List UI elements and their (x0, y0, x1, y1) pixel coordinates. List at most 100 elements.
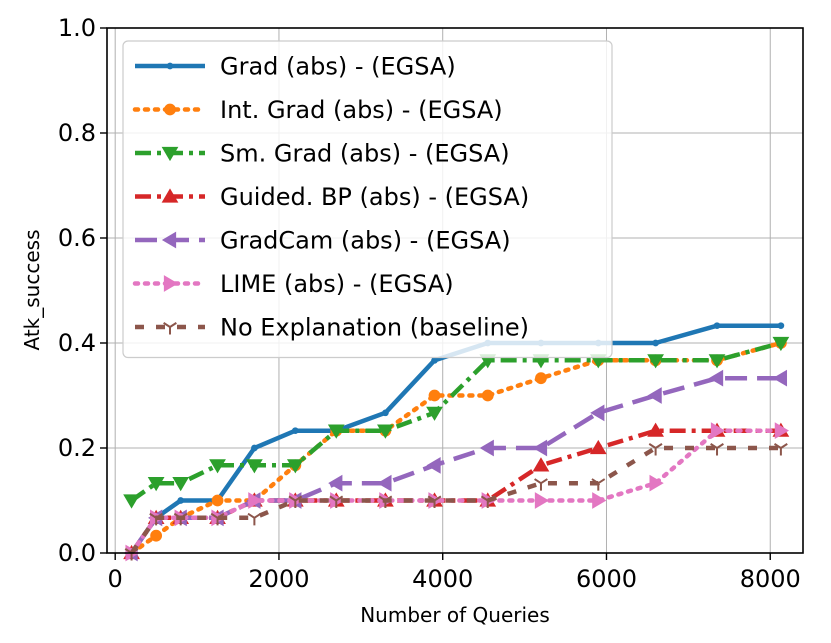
y-axis-label: Atk_success (20, 230, 44, 351)
series-line (129, 428, 784, 556)
data-point (532, 457, 550, 472)
x-tick-label: 6000 (576, 565, 637, 593)
data-point (647, 387, 662, 404)
data-point (150, 529, 163, 542)
data-point (481, 389, 494, 402)
data-point (147, 477, 165, 492)
y-tick-label: 0.0 (58, 539, 96, 567)
series-3 (123, 336, 790, 509)
data-point (647, 422, 664, 437)
axis-ticks: 0 2000 4000 6000 8000 0.0 0.2 0.4 0.6 0.8 1.0 (58, 14, 801, 593)
y-tick-label: 1.0 (58, 14, 96, 42)
y-tick-label: 0.8 (58, 119, 96, 147)
data-point (535, 372, 547, 385)
legend-label: No Explanation (baseline) (220, 314, 529, 342)
legend-marker (164, 103, 176, 116)
legend-entry: Grad (abs) - (EGSA) (135, 53, 456, 81)
data-point (426, 406, 443, 421)
data-point (123, 494, 140, 509)
data-point (710, 443, 724, 456)
x-tick-label: 4000 (412, 565, 473, 593)
data-point (251, 444, 258, 452)
legend-label: Grad (abs) - (EGSA) (220, 53, 456, 81)
legend-entry: No Explanation (baseline) (135, 314, 529, 342)
data-point (149, 512, 164, 526)
plot-frame (106, 27, 804, 554)
y-tick-label: 0.2 (58, 434, 96, 462)
data-point (773, 443, 788, 456)
data-point (172, 477, 190, 492)
data-point (713, 322, 721, 330)
data-point (328, 474, 343, 492)
x-tick-label: 2000 (248, 565, 309, 593)
series-line (129, 428, 781, 555)
y-tick-label: 0.4 (58, 329, 96, 357)
data-point (708, 354, 726, 369)
data-point (480, 495, 495, 508)
legend-marker (166, 62, 174, 70)
data-point (377, 424, 394, 439)
series-layer (123, 322, 790, 562)
data-point (532, 439, 548, 457)
data-point (428, 389, 441, 402)
legend-label: GradCam (abs) - (EGSA) (220, 227, 511, 255)
x-tick-label: 8000 (740, 565, 801, 593)
x-axis-label: Number of Queries (360, 603, 550, 627)
x-tick-label: 0 (108, 565, 123, 593)
legend-label: Int. Grad (abs) - (EGSA) (220, 96, 503, 124)
data-point (210, 512, 225, 526)
data-point (774, 422, 790, 440)
data-point (247, 512, 262, 526)
legend-label: Sm. Grad (abs) - (EGSA) (220, 140, 510, 168)
data-point (772, 369, 788, 387)
data-point (291, 427, 299, 435)
legend-entry: Int. Grad (abs) - (EGSA) (132, 96, 503, 124)
data-point (479, 439, 494, 457)
data-point (710, 422, 726, 440)
data-point (431, 356, 438, 364)
data-point (382, 409, 389, 417)
legend-marker (163, 322, 177, 335)
legend-marker (163, 275, 179, 292)
data-point (377, 474, 392, 492)
data-point (534, 478, 548, 491)
data-point (777, 322, 785, 330)
data-point (211, 494, 224, 507)
data-point (647, 354, 664, 369)
data-point (426, 456, 441, 474)
series-line (130, 340, 782, 503)
data-point (378, 495, 393, 508)
data-point (592, 492, 607, 509)
legend: Grad (abs) - (EGSA) Int. Grad (abs) - (EG… (122, 40, 613, 359)
data-point (652, 339, 659, 347)
legend-entry: Guided. BP (abs) - (EGSA) (135, 183, 529, 211)
legend-label: LIME (abs) - (EGSA) (220, 270, 454, 298)
data-point (649, 474, 664, 492)
legend-label: Guided. BP (abs) - (EGSA) (220, 183, 529, 211)
data-point (173, 512, 188, 526)
legend-entry: Sm. Grad (abs) - (EGSA) (135, 140, 510, 168)
data-point (534, 492, 550, 509)
data-point (286, 459, 304, 474)
data-point (772, 336, 790, 352)
data-point (177, 497, 185, 504)
data-point (648, 443, 663, 456)
legend-marker (161, 188, 179, 203)
data-point (591, 478, 606, 491)
data-point (590, 404, 605, 422)
data-point (288, 495, 303, 508)
data-point (246, 459, 263, 474)
data-point (327, 424, 345, 439)
legend-entry: GradCam (abs) - (EGSA) (135, 227, 511, 255)
legend-box (122, 40, 613, 359)
legend-entry: LIME (abs) - (EGSA) (132, 270, 454, 298)
data-point (209, 459, 226, 474)
data-point (708, 369, 724, 387)
data-point (589, 439, 607, 455)
data-point (248, 492, 263, 509)
legend-marker (161, 231, 177, 249)
y-tick-label: 0.6 (58, 224, 96, 252)
legend-marker (161, 146, 179, 162)
data-point (427, 495, 442, 508)
